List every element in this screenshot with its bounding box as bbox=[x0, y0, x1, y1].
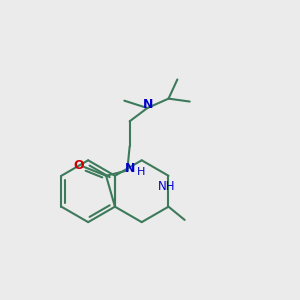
Text: O: O bbox=[74, 159, 84, 172]
Text: N: N bbox=[124, 162, 135, 175]
Text: N: N bbox=[143, 98, 153, 111]
Text: NH: NH bbox=[158, 180, 176, 193]
Text: H: H bbox=[137, 167, 146, 177]
